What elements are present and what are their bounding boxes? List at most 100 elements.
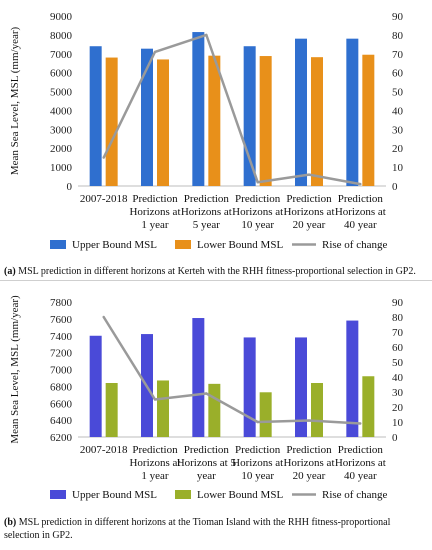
y2-tick-label-0: 0	[392, 432, 398, 444]
y2-tick-label-2: 20	[392, 402, 404, 414]
x-tick-label-1-1: Horizons at	[129, 457, 180, 469]
bar-lower-5	[362, 54, 375, 186]
y2-tick-label-4: 40	[392, 372, 404, 384]
bar-upper-2	[192, 318, 205, 437]
x-tick-label-3-2: 10 year	[241, 219, 274, 231]
x-tick-label-1-0: Prediction	[132, 193, 178, 205]
x-tick-label-2-0: Prediction	[184, 193, 230, 205]
y-tick-label-7: 7000	[50, 49, 73, 61]
bar-lower-2	[208, 383, 221, 437]
bar-lower-3	[259, 56, 272, 186]
y-tick-label-5: 5000	[50, 87, 73, 99]
x-tick-label-5-0: Prediction	[338, 444, 384, 456]
x-tick-label-2-1: Horizons at 5	[177, 457, 237, 469]
bar-upper-5	[346, 320, 359, 437]
x-tick-label-0-0: 2007-2018	[80, 444, 128, 456]
x-tick-label-3-1: Horizons at	[232, 206, 283, 218]
y-tick-label-8: 8000	[50, 30, 73, 42]
bar-lower-5	[362, 376, 375, 437]
x-tick-label-3-1: Horizons at	[232, 457, 283, 469]
y2-tick-label-1: 10	[392, 417, 404, 429]
y2-tick-label-9: 90	[392, 297, 404, 309]
legend-swatch-1	[175, 490, 191, 499]
x-tick-label-2-2: 5 year	[193, 219, 221, 231]
chart-panel-b: 6200 6400 6600 6800 7000 7200 7400 7600 7800 0 10 2…	[0, 280, 432, 506]
y2-tick-label-5: 50	[392, 357, 404, 369]
y-tick-label-6: 7400	[50, 331, 73, 343]
x-tick-label-3-0: Prediction	[235, 444, 281, 456]
bar-lower-0	[105, 383, 118, 437]
line-point-1	[153, 50, 157, 54]
y-tick-label-2: 2000	[50, 143, 73, 155]
y-tick-label-0: 0	[67, 181, 73, 193]
y-tick-label-7: 7600	[50, 314, 73, 326]
y-axis-label: Mean Sea Level, MSL (mm/year)	[9, 295, 21, 444]
y2-tick-label-7: 70	[392, 327, 404, 339]
caption-b: (b) MSL prediction in different horizons…	[4, 516, 428, 542]
x-tick-label-4-1: Horizons at	[283, 206, 334, 218]
line-rise-of-change	[102, 33, 361, 186]
bar-upper-0	[89, 46, 102, 186]
x-tick-label-3-0: Prediction	[235, 193, 281, 205]
caption-b-text: MSL prediction in different horizons at …	[4, 517, 391, 541]
x-tick-label-4-0: Prediction	[286, 193, 332, 205]
x-tick-label-5-0: Prediction	[338, 193, 384, 205]
bar-upper-1	[141, 48, 153, 186]
x-tick-label-4-2: 20 year	[293, 470, 326, 482]
bar-upper-2	[192, 32, 205, 186]
y-tick-label-1: 6400	[50, 415, 73, 427]
x-tick-label-5-1: Horizons at	[335, 206, 386, 218]
y-tick-label-2: 6600	[50, 398, 73, 410]
y2-tick-label-6: 60	[392, 68, 404, 80]
x-tick-label-2-0: Prediction	[184, 444, 230, 456]
y-tick-label-4: 4000	[50, 105, 73, 117]
legend-label-0: Upper Bound MSL	[72, 239, 157, 251]
legend-label-1: Lower Bound MSL	[197, 239, 283, 251]
bar-upper-4	[295, 38, 307, 186]
bar-lower-4	[311, 57, 323, 186]
y2-tick-label-8: 80	[392, 312, 404, 324]
y-tick-label-6: 6000	[50, 68, 73, 80]
y2-tick-label-0: 0	[392, 181, 398, 193]
caption-b-label: (b)	[4, 517, 17, 528]
y2-tick-label-2: 20	[392, 143, 404, 155]
y-tick-label-4: 7000	[50, 365, 73, 377]
legend-swatch-1	[175, 240, 191, 249]
legend-label-0: Upper Bound MSL	[72, 489, 157, 501]
x-tick-label-2-2: year	[197, 470, 216, 482]
bar-lower-0	[105, 57, 118, 186]
x-tick-label-0-0: 2007-2018	[80, 193, 128, 205]
y-tick-label-0: 6200	[50, 432, 73, 444]
x-tick-label-4-0: Prediction	[286, 444, 332, 456]
line-point-0	[102, 315, 105, 319]
line-point-2	[205, 33, 208, 37]
x-tick-label-4-2: 20 year	[293, 219, 326, 231]
legend-label-2: Rise of change	[322, 239, 387, 251]
bar-upper-3	[243, 46, 256, 186]
line-rise-of-change	[102, 316, 361, 425]
x-tick-label-3-2: 10 year	[241, 470, 274, 482]
chart-panel-a: 0 1000 2000 3000 4000 5000 6000 7000 8000 9000 0 10…	[0, 0, 432, 262]
caption-a-label: (a)	[4, 266, 16, 277]
legend-swatch-0	[50, 240, 66, 249]
line-point-3	[256, 181, 259, 184]
line-point-1	[153, 398, 157, 401]
y2-tick-label-1: 10	[392, 162, 404, 174]
x-tick-label-2-1: Horizons at	[181, 206, 232, 218]
y2-tick-label-4: 40	[392, 105, 404, 117]
line-point-2	[205, 392, 208, 395]
y-tick-label-3: 3000	[50, 124, 73, 136]
y-tick-label-8: 7800	[50, 297, 73, 309]
legend-label-2: Rise of change	[322, 489, 387, 501]
x-tick-label-5-2: 40 year	[344, 219, 377, 231]
legend-label-1: Lower Bound MSL	[197, 489, 283, 501]
bar-upper-4	[295, 337, 307, 437]
x-tick-label-1-2: 1 year	[141, 470, 169, 482]
y-tick-label-9: 9000	[50, 11, 73, 23]
y-tick-label-1: 1000	[50, 162, 73, 174]
bar-upper-0	[89, 335, 102, 437]
y2-tick-label-7: 70	[392, 49, 404, 61]
line-point-3	[256, 420, 259, 424]
bar-upper-3	[243, 337, 256, 437]
y2-tick-label-3: 30	[392, 124, 404, 136]
